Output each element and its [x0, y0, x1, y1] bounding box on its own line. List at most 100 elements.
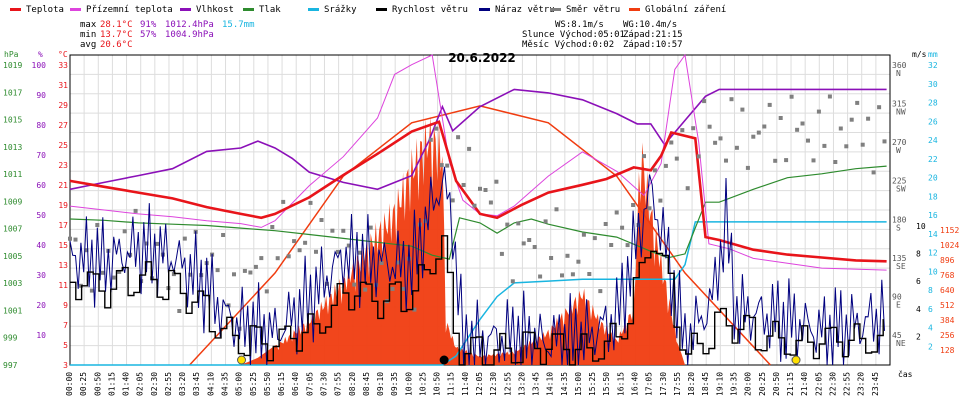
- tick-mm: 6: [928, 305, 933, 314]
- wind-dir-point: [510, 279, 515, 284]
- tick-dir-name: S: [896, 223, 901, 232]
- tick-time: 12:55: [503, 372, 512, 396]
- axis-unit-hpa: hPa: [4, 50, 19, 59]
- wind-dir-point: [532, 245, 537, 249]
- tick-degc: 17: [58, 221, 68, 230]
- tick-time: 13:45: [532, 372, 541, 396]
- wind-dir-point: [182, 236, 187, 241]
- info-sun-rise: Slunce Východ:05:01: [522, 30, 625, 40]
- tick-time: 14:10: [546, 372, 555, 396]
- wind-dir-point: [713, 140, 718, 145]
- wind-dir-point: [570, 272, 575, 277]
- tick-mm: 18: [928, 192, 938, 201]
- wind-dir-point: [822, 143, 827, 148]
- wind-dir-point: [800, 121, 805, 126]
- wind-dir-point: [423, 218, 428, 223]
- wind-dir-point: [631, 203, 636, 207]
- tick-hpa: 1003: [3, 279, 22, 288]
- tick-degc: 9: [63, 301, 68, 310]
- wind-dir-point: [363, 287, 368, 292]
- tick-dir-value: 90: [892, 292, 902, 301]
- tick-degc: 29: [58, 101, 68, 110]
- tick-dir-name: E: [896, 300, 901, 309]
- tick-degc: 31: [58, 81, 68, 90]
- wind-dir-point: [297, 248, 302, 253]
- wind-dir-point: [702, 99, 707, 104]
- wind-dir-point: [439, 163, 444, 168]
- stats-block: max 28.1°C 91% 1012.4hPa 15.7mm min 13.7°C 57% 1…: [80, 20, 255, 50]
- tick-mm: 32: [928, 61, 938, 70]
- wind-dir-point: [232, 272, 236, 277]
- axis-unit-time: čas: [898, 369, 913, 379]
- wind-dir-point: [308, 200, 313, 205]
- tick-mm: 20: [928, 174, 938, 183]
- wind-dir-point: [390, 286, 395, 291]
- tick-dir-value: 315: [892, 100, 907, 109]
- wind-dir-point: [100, 270, 105, 275]
- tick-ms: 2: [916, 332, 921, 341]
- tick-hpa: 1017: [3, 88, 22, 97]
- legend-swatch-8: [629, 8, 640, 11]
- tick-time: 23:20: [857, 372, 866, 396]
- tick-pct: 100: [32, 61, 47, 70]
- tick-mm: 26: [928, 117, 938, 126]
- wind-dir-point: [314, 249, 318, 254]
- stat-max-label: max: [80, 20, 97, 30]
- tick-time: 10:25: [418, 372, 427, 396]
- tick-dir-value: 45: [892, 331, 902, 340]
- tick-time: 08:45: [362, 372, 371, 396]
- tick-degc: 33: [58, 61, 68, 70]
- tick-pct: 90: [36, 91, 46, 100]
- wind-dir-point: [242, 268, 247, 273]
- tick-time: 17:30: [659, 372, 668, 396]
- tick-wm2: 896: [940, 256, 955, 265]
- legend-swatch-5: [376, 8, 387, 11]
- tick-degc: 27: [58, 121, 68, 130]
- axis-unit-ms: m/s: [912, 50, 927, 59]
- wind-dir-point: [838, 126, 843, 131]
- wind-dir-point: [789, 94, 794, 99]
- tick-mm: 24: [928, 136, 938, 145]
- temp-line: [69, 120, 887, 263]
- tick-time: 19:10: [715, 372, 724, 396]
- wind-dir-point: [352, 282, 357, 287]
- wind-dir-point: [543, 219, 548, 224]
- tick-time: 10:50: [433, 372, 442, 396]
- tick-degc: 21: [58, 181, 68, 190]
- legend-label-5: Rychlost větru: [392, 5, 468, 15]
- wind-dir-point: [609, 243, 614, 247]
- tick-time: 11:40: [461, 372, 470, 396]
- tick-ms: 10: [916, 222, 926, 231]
- tick-mm: 10: [928, 267, 938, 276]
- wind-dir-point: [253, 264, 258, 269]
- tick-time: 09:35: [390, 372, 399, 396]
- wind-dir-point: [89, 288, 94, 293]
- wind-dir-point: [521, 241, 526, 246]
- tick-pct: 30: [36, 271, 46, 280]
- tick-time: 21:15: [786, 372, 795, 396]
- tick-mm: 28: [928, 99, 938, 108]
- tick-time: 15:50: [602, 372, 611, 396]
- tick-dir-value: 360: [892, 61, 907, 70]
- wind-dir-point: [341, 228, 346, 233]
- wind-dir-point: [155, 241, 160, 246]
- tick-time: 02:30: [150, 372, 159, 396]
- wind-dir-point: [346, 243, 351, 248]
- legend-label-3: Tlak: [259, 5, 281, 15]
- legend-label-0: Teplota: [26, 5, 64, 15]
- tick-time: 10:00: [404, 372, 413, 396]
- tick-mm: 14: [928, 230, 938, 239]
- wind-dir-point: [871, 170, 876, 175]
- wind-dir-point: [494, 179, 499, 184]
- wind-dir-point: [516, 221, 521, 226]
- tick-time: 22:30: [828, 372, 837, 396]
- humidity-line: [69, 88, 887, 191]
- axis-unit-pct: %: [38, 50, 43, 59]
- wind-dir-point: [806, 138, 810, 143]
- wind-dir-point: [696, 154, 701, 159]
- wind-dir-point: [860, 142, 865, 147]
- tick-dir-value: 180: [892, 215, 907, 224]
- wind-dir-point: [724, 158, 728, 163]
